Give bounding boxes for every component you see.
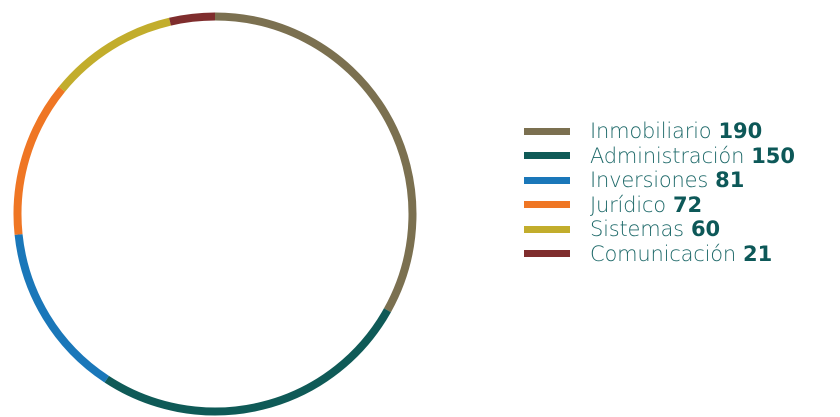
legend-label: Jurídico [590, 192, 666, 217]
donut-slice-4 [58, 17, 171, 92]
legend-value: 21 [742, 241, 773, 266]
legend-item: Jurídico 72 [524, 193, 840, 218]
legend-label: Administración [590, 143, 745, 168]
legend-value: 72 [672, 192, 703, 217]
legend-label: Inmobiliario [590, 119, 712, 144]
legend-item: Inversiones 81 [524, 168, 840, 193]
chart-legend: Inmobiliario 190 Administración 150 Inversio… [524, 119, 840, 266]
legend-value: 150 [751, 143, 796, 168]
legend-label: Comunicación [590, 241, 736, 266]
donut-slice-3 [13, 86, 66, 235]
legend-swatch [524, 127, 570, 135]
legend-value: 60 [690, 217, 721, 242]
legend-label: Inversiones [590, 168, 709, 193]
legend-swatch [524, 225, 570, 233]
legend-swatch [524, 152, 570, 160]
legend-value: 190 [718, 119, 763, 144]
legend-item: Comunicación 21 [524, 242, 840, 267]
legend-swatch [524, 201, 570, 209]
donut-slice-5 [169, 12, 216, 26]
legend-label: Sistemas [590, 217, 684, 242]
donut-slice-1 [104, 308, 391, 416]
donut-chart [13, 12, 417, 416]
legend-swatch [524, 176, 570, 184]
legend-item: Inmobiliario 190 [524, 119, 840, 144]
legend-item: Sistemas 60 [524, 217, 840, 242]
legend-swatch [524, 250, 570, 258]
legend-value: 81 [715, 168, 745, 193]
donut-slice-2 [14, 234, 109, 383]
legend-item: Administración 150 [524, 144, 840, 169]
donut-slice-0 [214, 12, 417, 313]
